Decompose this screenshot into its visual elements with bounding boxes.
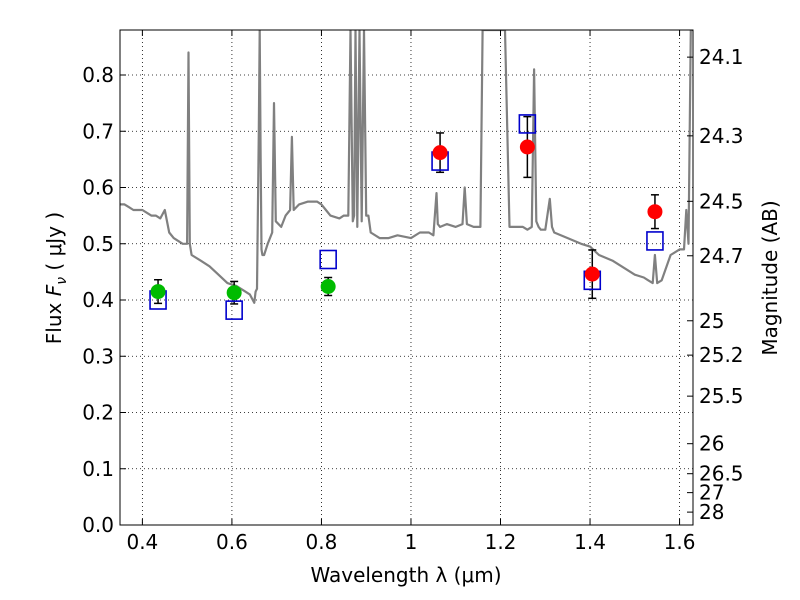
right-axis-tick-label: 24.7 [699,244,744,268]
right-axis-tick-label: 24.1 [699,45,744,69]
y-tick-label: 0.4 [82,288,114,312]
grid [120,30,693,526]
right-axis-tick-label: 26 [699,432,724,456]
x-tick-label: 1.6 [664,530,696,554]
model-square [225,300,243,320]
y-tick-label: 0.1 [82,457,114,481]
y-axis-label: Flux Fν ( μJy ) [42,212,70,344]
right-axis-tick-label: 24.3 [699,124,744,148]
x-tick-label: 1.2 [485,530,517,554]
ticks-layer: 0.4 0.6 0.8 1 1.2 1.4 1.6 0.0 0.1 0.2 0.3 0.4 0.5 0.6… [82,30,744,554]
spectrum-line [120,30,693,304]
x-tick-label: 0.8 [306,530,338,554]
y-tick-label: 0.3 [82,344,114,368]
y-axis-label-prefix: Flux [42,296,66,344]
flux-point [647,204,663,220]
spectrum-layer [120,30,693,304]
x-tick-label: 0.4 [126,530,158,554]
flux-point [226,285,242,301]
right-axis-label: Magnitude (AB) [758,200,782,355]
y-axis-label-suffix: ( μJy ) [42,212,66,277]
errorbar-layer [154,115,659,305]
right-axis-tick-label: 27 [699,481,724,505]
right-axis-tick-label: 28 [699,500,724,524]
plot-frame [119,29,694,526]
y-tick-label: 0.8 [82,63,114,87]
y-tick-label: 0.6 [82,176,114,200]
x-tick-label: 1 [405,530,418,554]
model-square [518,114,537,134]
y-tick-label: 0.2 [82,401,114,425]
flux-point [519,139,535,155]
y-tick-label: 0.7 [82,119,114,143]
right-axis-tick-label: 24.5 [699,189,744,213]
flux-point [320,279,336,294]
y-tick-label: 0.5 [82,232,114,256]
y-axis-label-symbol: F [42,284,66,296]
flux-point [432,145,448,161]
model-square [646,231,664,251]
right-axis-tick-label: 25 [699,309,724,333]
right-axis-tick-label: 26.5 [699,462,744,486]
x-axis-label: Wavelength λ (μm) [310,563,501,587]
right-axis-tick-label: 25.5 [699,384,744,408]
points-layer [149,114,664,320]
model-square [319,249,337,270]
x-tick-label: 1.4 [574,530,606,554]
y-axis-label-subscript: ν [54,277,70,285]
x-tick-label: 0.6 [216,530,248,554]
right-axis-tick-label: 25.2 [699,343,744,367]
y-tick-label: 0.0 [82,513,114,537]
flux-point [150,284,166,300]
flux-point [584,266,600,282]
